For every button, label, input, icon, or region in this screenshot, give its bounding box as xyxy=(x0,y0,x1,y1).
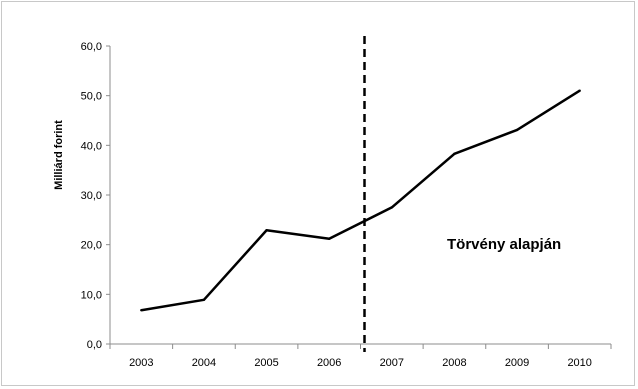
x-tick-label: 2004 xyxy=(192,357,216,369)
x-axis: 2003 2004 2005 2006 2007 2008 2009 2010 xyxy=(109,343,612,369)
y-tick-label: 50,0 xyxy=(81,91,102,103)
data-point xyxy=(265,229,268,232)
series-line xyxy=(141,89,581,312)
data-point xyxy=(578,89,581,92)
x-tick-label: 2008 xyxy=(442,357,466,369)
data-point xyxy=(515,128,519,132)
data-point xyxy=(202,298,206,301)
x-tick-label: 2003 xyxy=(129,357,153,369)
data-point xyxy=(453,152,456,155)
x-tick-label: 2005 xyxy=(254,357,278,369)
x-tick-label: 2006 xyxy=(317,357,341,369)
series xyxy=(140,89,581,312)
y-tick-label: 40,0 xyxy=(81,140,102,152)
y-axis: 0,0 10,0 20,0 30,0 40,0 50,0 60,0 xyxy=(81,41,111,351)
y-tick-label: 0,0 xyxy=(87,339,102,351)
x-tick-label: 2009 xyxy=(505,357,529,369)
x-tick-label: 2010 xyxy=(567,357,591,369)
y-tick-label: 10,0 xyxy=(81,289,102,301)
data-point xyxy=(140,309,143,312)
data-point xyxy=(327,237,331,240)
y-axis-label: Milliárd forint xyxy=(53,120,65,190)
annotation-text: Törvény alapján xyxy=(447,236,561,253)
y-tick-label: 20,0 xyxy=(81,240,102,252)
y-tick-label: 30,0 xyxy=(81,190,102,202)
data-point xyxy=(390,206,394,209)
y-tick-label: 60,0 xyxy=(81,41,102,53)
x-tick-label: 2007 xyxy=(380,357,404,369)
